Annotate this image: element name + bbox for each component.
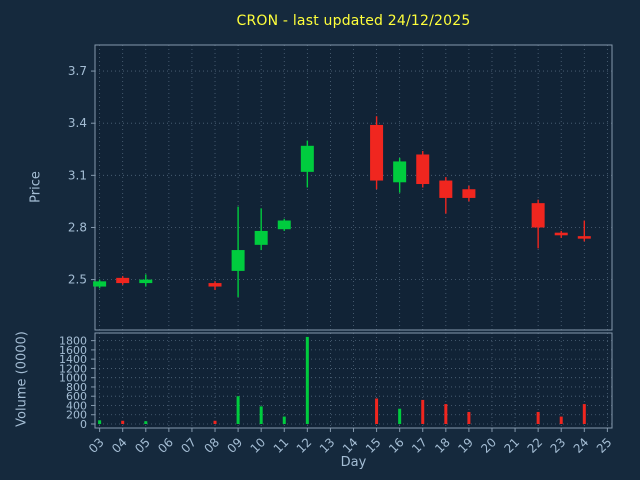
x-tick-label: 24 [571, 435, 592, 456]
x-tick-label: 25 [594, 435, 615, 456]
candle-body-down [554, 232, 568, 236]
x-tick-label: 11 [271, 435, 292, 456]
price-tick-label: 2.8 [68, 220, 87, 234]
volume-tick-label: 0 [80, 418, 87, 431]
x-tick-label: 10 [248, 435, 269, 456]
volume-bar [421, 399, 425, 424]
x-tick-label: 22 [525, 435, 546, 456]
candle-body-up [300, 145, 314, 172]
volume-tick-label: 1200 [59, 362, 87, 375]
volume-panel-frame [94, 332, 613, 429]
x-tick-label: 14 [340, 435, 361, 456]
x-tick-label: 19 [455, 435, 476, 456]
x-tick-label: 17 [409, 435, 430, 456]
price-axis-label: Price [28, 171, 44, 203]
candle-body-up [254, 230, 268, 245]
x-tick-label: 07 [178, 435, 199, 456]
x-tick-label: 05 [132, 435, 153, 456]
x-tick-label: 20 [478, 435, 499, 456]
volume-bar [144, 421, 148, 424]
x-axis-label: Day [340, 455, 367, 470]
volume-bar [536, 411, 540, 424]
candle-body-down [439, 180, 453, 198]
candle-body-up [93, 281, 107, 287]
x-tick-label: 16 [386, 435, 407, 456]
volume-bar [121, 420, 125, 424]
candle-body-down [577, 236, 591, 239]
candle-body-up [277, 220, 291, 230]
volume-bar [213, 420, 217, 424]
x-tick-label: 13 [317, 435, 338, 456]
x-tick-label: 03 [86, 435, 107, 456]
x-tick-label: 12 [294, 435, 315, 456]
price-tick-label: 3.4 [68, 116, 87, 130]
x-tick-label: 18 [432, 435, 453, 456]
x-tick-label: 23 [548, 435, 569, 456]
volume-tick-label: 1400 [59, 353, 87, 366]
volume-bar [559, 416, 563, 424]
x-tick-label: 21 [501, 435, 522, 456]
volume-tick-label: 600 [66, 390, 87, 403]
price-tick-label: 3.1 [68, 168, 87, 182]
volume-bar [467, 411, 471, 424]
x-tick-label: 04 [109, 435, 130, 456]
volume-tick-label: 1600 [59, 344, 87, 357]
candle-body-down [370, 124, 384, 181]
volume-axis-label: Volume (0000) [14, 331, 30, 427]
volume-bar [282, 416, 286, 424]
volume-tick-label: 400 [66, 399, 87, 412]
volume-tick-label: 1800 [59, 335, 87, 348]
price-panel-frame [94, 44, 613, 331]
candle-body-up [393, 161, 407, 183]
chart-title: CRON - last updated 24/12/2025 [236, 13, 471, 29]
price-tick-label: 2.5 [68, 273, 87, 287]
volume-bar [582, 404, 586, 424]
volume-bar [259, 406, 263, 424]
volume-bar [305, 336, 309, 424]
candle-body-down [208, 283, 222, 287]
volume-panel-bg [95, 333, 612, 428]
x-tick-label: 06 [155, 435, 176, 456]
volume-tick-label: 1000 [59, 372, 87, 385]
candle-body-down [462, 189, 476, 198]
price-panel-bg [95, 45, 612, 330]
volume-bar [375, 398, 379, 424]
volume-tick-label: 200 [66, 409, 87, 422]
volume-tick-label: 800 [66, 381, 87, 394]
candle-body-down [416, 154, 430, 185]
volume-bar [236, 396, 240, 424]
candle-body-down [531, 203, 545, 228]
candle-body-up [139, 279, 153, 284]
price-tick-label: 3.7 [68, 64, 87, 78]
candle-body-up [231, 250, 245, 271]
x-tick-label: 15 [363, 435, 384, 456]
volume-bar [444, 404, 448, 424]
x-tick-label: 08 [201, 435, 222, 456]
volume-bar [398, 408, 402, 424]
candle-body-down [116, 277, 130, 284]
x-tick-label: 09 [225, 435, 246, 456]
volume-bar [98, 420, 102, 424]
